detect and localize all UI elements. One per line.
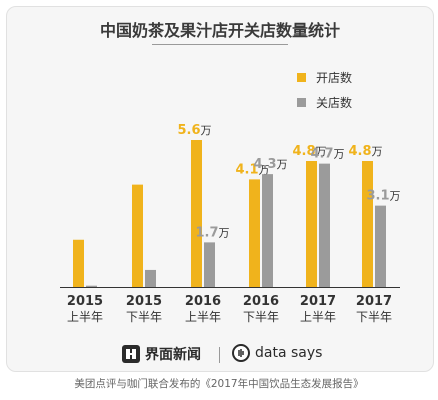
legend-item-close: 关店数	[297, 94, 352, 111]
bar-close	[145, 269, 156, 287]
bar-open	[362, 161, 373, 287]
x-tick-half: 下半年	[126, 310, 162, 324]
x-tick-half: 上半年	[300, 310, 336, 324]
x-tick-half: 下半年	[356, 310, 392, 324]
data-label-close: 4.7万	[310, 147, 344, 162]
legend-swatch-close	[297, 98, 306, 107]
legend-item-open: 开店数	[297, 69, 352, 86]
brand-divider	[219, 347, 220, 363]
bar-open	[132, 184, 143, 287]
brand-jiemian: 界面新闻	[122, 344, 201, 364]
x-tick-year: 2017	[300, 294, 336, 309]
bar-open	[73, 239, 84, 287]
title-underline	[152, 44, 288, 45]
data-label-open: 5.6万	[177, 123, 211, 138]
data-label-close: 3.1万	[366, 189, 400, 204]
data-label-open: 4.8万	[348, 144, 382, 159]
jiemian-logo-icon	[122, 345, 140, 363]
source-note: 美团点评与咖门联合发布的《2017年中国饮品生态发展报告》	[74, 378, 364, 390]
x-tick-year: 2015	[126, 294, 162, 309]
footer-brand: 界面新闻 data says	[0, 344, 438, 366]
x-tick-year: 2017	[356, 294, 392, 309]
x-tick-half: 上半年	[67, 310, 103, 324]
bar-close	[86, 285, 97, 287]
data-label-open: 4.1万	[235, 162, 269, 177]
bar-open	[191, 140, 202, 287]
bar-close	[319, 163, 330, 287]
bar-close	[204, 242, 215, 287]
x-tick-year: 2015	[67, 294, 103, 309]
x-tick-half: 下半年	[243, 310, 279, 324]
datasays-logo-icon	[232, 344, 250, 362]
bar-open	[306, 161, 317, 287]
brand-datasays: data says	[232, 344, 322, 362]
x-tick-half: 上半年	[185, 310, 221, 324]
brand-datasays-text: data says	[255, 345, 323, 361]
legend: 开店数 关店数	[297, 69, 352, 119]
brand-jiemian-text: 界面新闻	[145, 347, 201, 363]
bar-open	[249, 179, 260, 287]
legend-label-close: 关店数	[316, 96, 353, 110]
legend-swatch-open	[297, 73, 306, 82]
data-label-open: 4.8万	[292, 144, 326, 159]
data-label-close: 1.7万	[195, 225, 229, 240]
x-tick-year: 2016	[243, 294, 279, 309]
x-tick-year: 2016	[185, 294, 221, 309]
bar-chart: 2015上半年2015下半年5.6万1.7万2016上半年4.1万4.3万201…	[60, 123, 401, 324]
chart-title: 中国奶茶及果汁店开关店数量统计	[99, 21, 340, 40]
legend-label-open: 开店数	[316, 71, 353, 85]
data-label-close: 4.3万	[253, 157, 287, 172]
bar-close	[375, 205, 386, 287]
bar-close	[262, 174, 273, 287]
